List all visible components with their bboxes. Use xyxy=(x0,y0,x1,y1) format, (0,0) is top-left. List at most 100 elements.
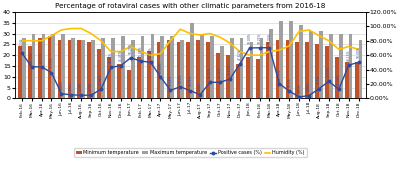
Bar xyxy=(359,40,362,98)
Humidity (%) xyxy=(307,29,312,31)
Bar xyxy=(22,38,26,98)
Humidity (%) xyxy=(277,49,282,51)
Bar xyxy=(170,36,174,98)
Legend: Minimum temperature, Maximum temperature, Positive cases (%), Humidity (%): Minimum temperature, Maximum temperature… xyxy=(74,148,307,157)
Bar xyxy=(87,42,91,98)
Text: 1.85%: 1.85% xyxy=(297,83,301,93)
Bar xyxy=(200,34,204,98)
Positive cases (%) xyxy=(148,61,153,64)
Bar xyxy=(246,57,250,98)
Text: 23.53%: 23.53% xyxy=(327,66,331,77)
Text: 4.84%: 4.84% xyxy=(69,81,73,91)
Bar xyxy=(266,42,270,98)
Positive cases (%) xyxy=(188,90,192,92)
Bar xyxy=(186,42,190,98)
Bar xyxy=(329,34,333,98)
Text: 4.29%: 4.29% xyxy=(89,82,93,91)
Positive cases (%) xyxy=(99,88,104,90)
Bar xyxy=(71,38,75,98)
Bar xyxy=(315,44,319,98)
Positive cases (%) xyxy=(237,63,242,65)
Humidity (%) xyxy=(29,40,34,42)
Positive cases (%) xyxy=(138,60,143,62)
Text: 11.11%: 11.11% xyxy=(168,75,172,86)
Positive cases (%) xyxy=(89,94,94,96)
Bar xyxy=(28,46,32,98)
Humidity (%) xyxy=(39,40,44,42)
Humidity (%) xyxy=(158,52,163,55)
Bar xyxy=(147,51,150,98)
Bar xyxy=(216,53,220,98)
Positive cases (%) xyxy=(257,47,262,49)
Bar xyxy=(107,57,111,98)
Bar xyxy=(305,42,309,98)
Positive cases (%) xyxy=(29,66,34,68)
Bar xyxy=(157,42,160,98)
Text: 63.13%: 63.13% xyxy=(20,37,24,49)
Text: 12.50%: 12.50% xyxy=(337,74,341,85)
Bar xyxy=(137,57,141,98)
Bar xyxy=(260,38,263,98)
Text: 3.85%: 3.85% xyxy=(307,82,311,91)
Positive cases (%) xyxy=(307,94,312,97)
Humidity (%) xyxy=(118,50,123,53)
Positive cases (%) xyxy=(59,92,64,95)
Bar xyxy=(58,40,61,98)
Humidity (%) xyxy=(49,35,54,37)
Bar xyxy=(111,38,115,98)
Positive cases (%) xyxy=(228,78,232,80)
Humidity (%) xyxy=(228,42,232,44)
Bar xyxy=(121,36,124,98)
Bar xyxy=(32,34,36,98)
Humidity (%) xyxy=(297,30,302,33)
Bar xyxy=(286,40,289,98)
Text: 45.45%: 45.45% xyxy=(119,50,123,61)
Humidity (%) xyxy=(148,54,153,56)
Positive cases (%) xyxy=(297,96,302,98)
Humidity (%) xyxy=(336,48,341,51)
Text: 42.86%: 42.86% xyxy=(109,52,113,63)
Text: 22.22%: 22.22% xyxy=(218,67,222,78)
Humidity (%) xyxy=(79,27,84,30)
Positive cases (%) xyxy=(356,61,361,64)
Text: 20.33%: 20.33% xyxy=(277,68,281,80)
Positive cases (%) xyxy=(128,57,133,59)
Humidity (%) xyxy=(247,54,252,56)
Bar xyxy=(339,34,342,98)
Bar xyxy=(240,38,244,98)
Positive cases (%) xyxy=(218,81,222,83)
Positive cases (%) xyxy=(39,66,44,68)
Bar xyxy=(91,40,95,98)
Humidity (%) xyxy=(267,50,272,53)
Humidity (%) xyxy=(89,32,94,35)
Text: 35.71%: 35.71% xyxy=(50,57,54,68)
Bar xyxy=(196,40,200,98)
Bar xyxy=(220,46,224,98)
Text: 6.46%: 6.46% xyxy=(59,80,63,90)
Positive cases (%) xyxy=(49,71,54,74)
Humidity (%) xyxy=(326,40,331,42)
Humidity (%) xyxy=(59,29,64,31)
Text: 51.85%: 51.85% xyxy=(139,45,143,57)
Bar xyxy=(210,36,214,98)
Text: 70.33%: 70.33% xyxy=(268,32,272,43)
Line: Positive cases (%): Positive cases (%) xyxy=(20,46,360,98)
Bar xyxy=(97,49,101,98)
Text: 10.71%: 10.71% xyxy=(188,75,192,86)
Bar xyxy=(349,34,352,98)
Bar xyxy=(78,40,81,98)
Positive cases (%) xyxy=(287,90,292,92)
Bar xyxy=(141,36,144,98)
Bar xyxy=(48,36,52,98)
Bar xyxy=(355,62,359,98)
Positive cases (%) xyxy=(69,94,74,96)
Humidity (%) xyxy=(128,45,133,48)
Positive cases (%) xyxy=(267,47,272,49)
Bar xyxy=(81,40,85,98)
Bar xyxy=(299,25,303,98)
Humidity (%) xyxy=(218,36,222,38)
Humidity (%) xyxy=(356,48,361,51)
Text: 22.22%: 22.22% xyxy=(208,67,212,78)
Text: 4.29%: 4.29% xyxy=(79,82,83,91)
Humidity (%) xyxy=(178,28,183,30)
